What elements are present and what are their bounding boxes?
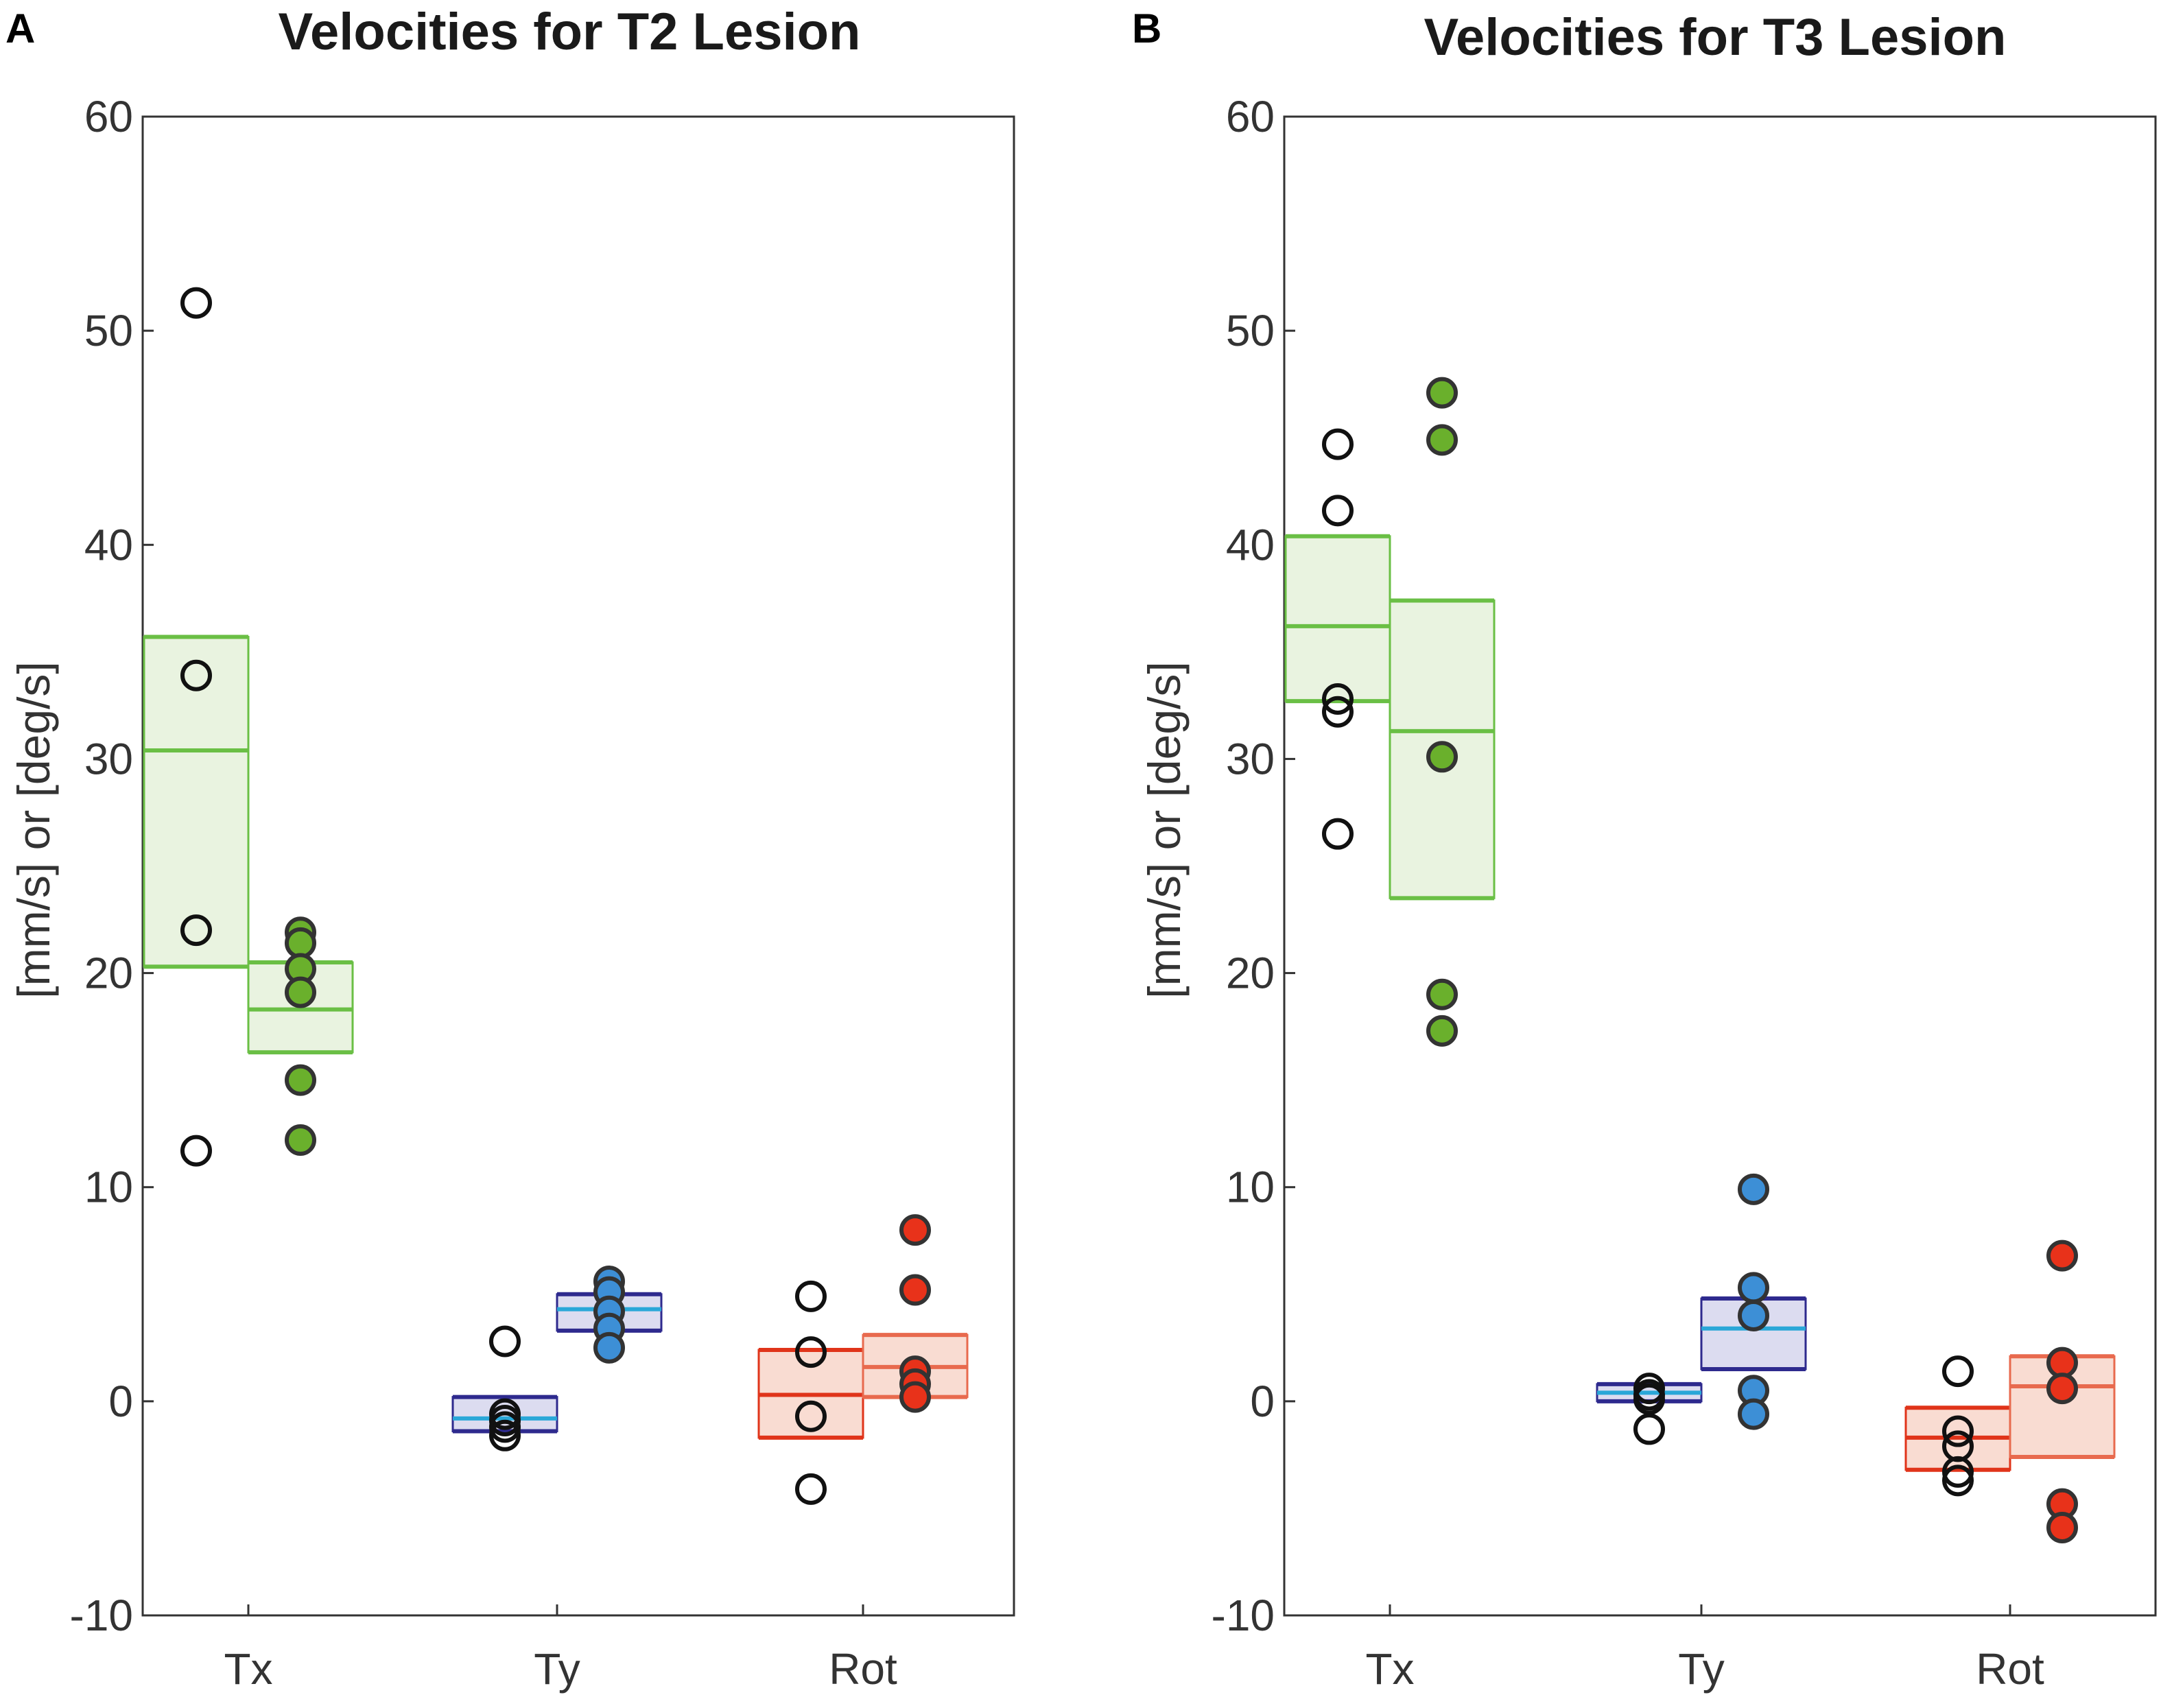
panel-a-y-tick-label: 0 <box>108 1377 133 1426</box>
panel-b-rot-right-point <box>2046 1512 2078 1544</box>
panel-a-ty-left-point <box>489 1325 521 1357</box>
panel-a-rot-right-point <box>899 1214 931 1246</box>
panel-b-rot-left-point <box>1942 1456 1974 1488</box>
panel-b-tx-left-point <box>1322 818 1354 850</box>
panel-a-tx-right-point <box>285 927 316 959</box>
panel-a-plot-frame <box>141 115 1015 1617</box>
panel-b: B Velocities for T3 Lesion [mm/s] or [de… <box>1132 5 2157 1694</box>
panel-a-x-tick-label-rot: Rot <box>829 1644 897 1694</box>
panel-b-marks <box>1284 377 2116 1544</box>
panel-b-letter: B <box>1132 5 1161 51</box>
panel-a-ty-left-point <box>489 1411 521 1443</box>
panel-a-y-tick-label: 20 <box>84 949 133 998</box>
panel-b-rot-right-point <box>2046 1373 2078 1405</box>
panel-b-x-tick-label-tx: Tx <box>1365 1644 1414 1694</box>
panel-a-tx-left-point <box>180 287 212 319</box>
panel-a-y-tick-label: 40 <box>84 520 133 569</box>
panel-b-ty-right-point <box>1738 1173 1769 1205</box>
panel-b-rot-left-point <box>1942 1415 1974 1447</box>
panel-a-y-axis-label: [mm/s] or [deg/s] <box>8 661 59 998</box>
panel-b-y-tick-label: 10 <box>1226 1163 1275 1212</box>
panel-b-tx-left-point <box>1322 495 1354 527</box>
panel-a-rot-left-point <box>795 1280 827 1312</box>
panel-a-y-tick-label: 60 <box>84 92 133 141</box>
panel-a: A Velocities for T2 Lesion [mm/s] or [de… <box>5 3 1015 1694</box>
panel-a-tx-left-point <box>180 659 212 691</box>
panel-a-tx-left-point <box>180 914 212 947</box>
panel-b-rot-left-point <box>1942 1355 1974 1388</box>
panel-a-letter: A <box>5 5 35 51</box>
panel-b-tx-right-point <box>1426 978 1458 1010</box>
panel-a-ty-left-point <box>489 1419 521 1451</box>
panel-b-y-tick-label: 40 <box>1226 520 1275 569</box>
panel-a-rot-left-point <box>795 1473 827 1505</box>
panel-a-tx-left-point <box>180 1135 212 1167</box>
panel-a-title: Velocities for T2 Lesion <box>279 3 861 61</box>
panel-a-x-tick-label-tx: Tx <box>224 1644 272 1694</box>
panel-b-ty-left-point <box>1633 1413 1665 1445</box>
panel-a-marks <box>143 287 969 1505</box>
panel-b-ty-right-point <box>1738 1272 1769 1304</box>
panel-b-ty-left-point <box>1633 1383 1665 1415</box>
panel-a-y-ticks: 60 50 40 30 20 10 0 -10 <box>70 92 154 1640</box>
panel-b-tx-right-point <box>1426 741 1458 773</box>
panel-b-tx-left-point <box>1322 428 1354 460</box>
panel-b-rot-right-point <box>2046 1240 2078 1272</box>
panel-b-x-ticks: Tx Ty Rot <box>1365 1604 2044 1694</box>
panel-b-y-tick-label: 30 <box>1226 734 1275 783</box>
panel-b-tx-left-box <box>1284 535 1391 702</box>
panel-b-x-tick-label-ty: Ty <box>1678 1644 1725 1694</box>
panel-b-y-ticks: 60 50 40 30 20 10 0 -10 <box>1212 92 1295 1640</box>
panel-a-tx-left-box <box>143 636 250 968</box>
panel-b-tx-right-point <box>1426 1015 1458 1047</box>
panel-b-y-tick-label: 50 <box>1226 306 1275 355</box>
panel-b-title: Velocities for T3 Lesion <box>1424 8 2007 67</box>
panel-a-rot-left-point <box>795 1400 827 1432</box>
panel-b-y-axis-label: [mm/s] or [deg/s] <box>1139 661 1190 998</box>
panel-b-plot-frame <box>1283 115 2157 1617</box>
panel-a-ty-right-point <box>593 1331 625 1364</box>
panel-b-y-tick-label: -10 <box>1212 1591 1275 1640</box>
panel-b-ty-right-point <box>1738 1398 1769 1430</box>
panel-a-y-tick-label: 30 <box>84 734 133 783</box>
panel-b-tx-right-point <box>1426 424 1458 456</box>
panel-a-y-tick-label: 50 <box>84 306 133 355</box>
panel-a-x-tick-label-ty: Ty <box>534 1644 580 1694</box>
panel-b-rot-right-point <box>2046 1347 2078 1379</box>
panel-b-y-tick-label: 0 <box>1250 1377 1275 1426</box>
panel-a-rot-left-point <box>795 1336 827 1368</box>
panel-a-y-tick-label: -10 <box>70 1591 134 1640</box>
panel-b-ty-right-point <box>1738 1300 1769 1331</box>
panel-b-rot-left-point <box>1942 1464 1974 1497</box>
panel-b-x-tick-label-rot: Rot <box>1976 1644 2044 1694</box>
panel-b-tx-left-point <box>1322 696 1354 728</box>
panel-b-tx-left-point <box>1322 683 1354 715</box>
panel-b-y-tick-label: 60 <box>1226 92 1275 141</box>
panel-a-x-ticks: Tx Ty Rot <box>224 1604 897 1694</box>
panel-a-tx-right-point <box>285 1064 316 1096</box>
panel-a-rot-right-point <box>899 1381 931 1413</box>
panel-a-tx-right-point <box>285 1124 316 1157</box>
panel-a-tx-right-point <box>285 976 316 1008</box>
panel-a-rot-right-point <box>899 1274 931 1306</box>
panel-b-tx-right-point <box>1426 377 1458 409</box>
panel-a-y-tick-label: 10 <box>84 1163 133 1212</box>
panel-b-y-tick-label: 20 <box>1226 949 1275 998</box>
